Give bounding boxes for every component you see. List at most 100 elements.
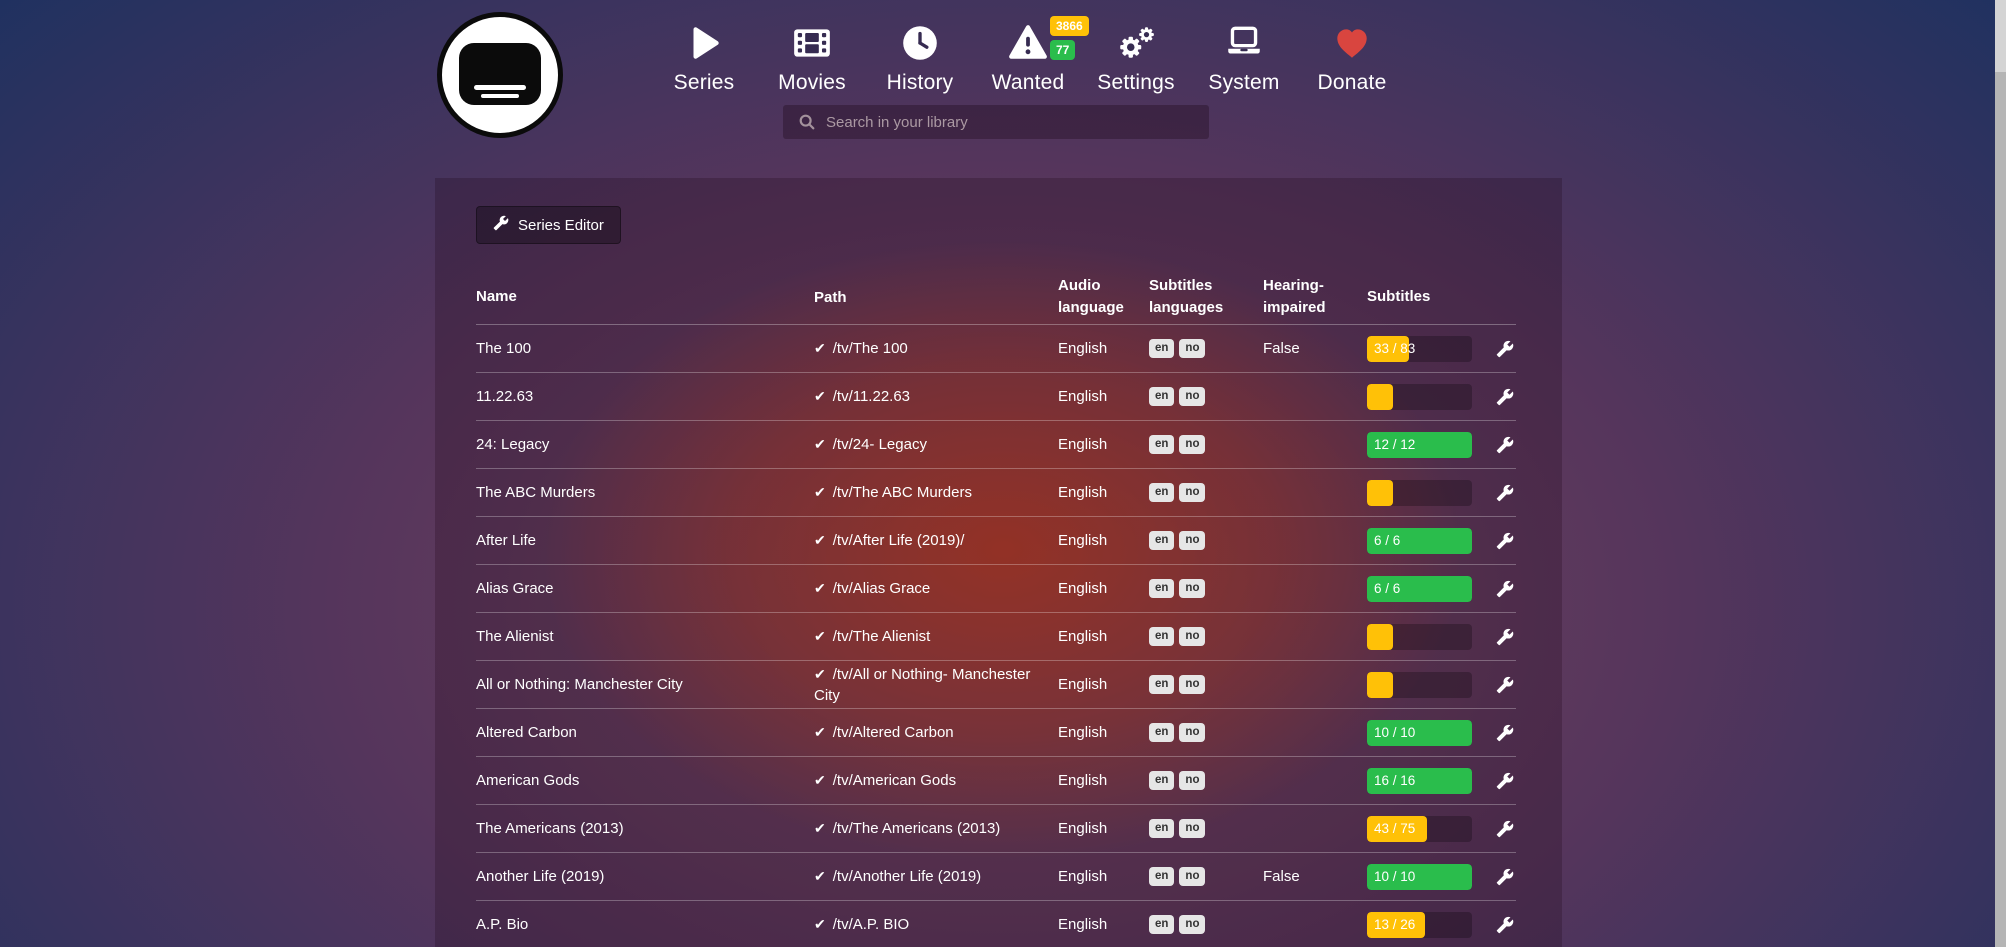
progress-label: 16 / 16 [1374,772,1416,788]
audio-language: English [1058,820,1108,837]
series-path: ✔/tv/A.P. BIO [814,916,910,933]
series-path: ✔/tv/Another Life (2019) [814,868,982,885]
series-name[interactable]: All or Nothing: Manchester City [476,676,683,693]
series-name[interactable]: A.P. Bio [476,916,529,933]
edit-series-button[interactable] [1496,868,1514,886]
progress-label: 13 / 26 [1374,916,1416,932]
search-input[interactable] [826,113,1209,131]
language-badge-no: no [1179,434,1206,455]
col-header-audio: Audio language [1058,277,1124,316]
check-icon: ✔ [814,628,826,644]
series-name[interactable]: 24: Legacy [476,436,550,453]
series-editor-button[interactable]: Series Editor [476,206,621,244]
laptop-icon [1223,22,1265,64]
audio-language: English [1058,580,1108,597]
col-header-name: Name [476,288,517,306]
audio-language: English [1058,916,1108,933]
edit-series-button[interactable] [1496,820,1514,838]
nav-label: Settings [1097,71,1175,94]
language-badge-no: no [1179,914,1206,935]
series-path: ✔/tv/American Gods [814,772,957,789]
progress-bar [1367,671,1472,698]
language-badge-no: no [1179,674,1206,695]
app-logo[interactable] [437,12,563,138]
language-badge-no: no [1179,866,1206,887]
audio-language: English [1058,772,1108,789]
progress-label: 6 / 6 [1374,580,1401,596]
subtitles-languages: en no [1149,338,1263,359]
edit-series-button[interactable] [1496,580,1514,598]
table-row: The Alienist ✔/tv/The Alienist English e… [476,613,1516,661]
search-bar [783,105,1209,139]
series-name[interactable]: Altered Carbon [476,724,577,741]
nav-label: Series [673,71,735,94]
progress-label: 10 / 10 [1374,868,1416,884]
edit-series-button[interactable] [1496,532,1514,550]
series-name[interactable]: 11.22.63 [476,388,534,405]
nav-label: System [1208,71,1280,94]
nav-item-system[interactable]: System [1190,22,1298,95]
language-badge-en: en [1149,770,1175,791]
nav-item-movies[interactable]: Movies [758,22,866,95]
scrollbar-track[interactable] [1995,0,2006,947]
edit-series-button[interactable] [1496,484,1514,502]
table-row: After Life ✔/tv/After Life (2019)/ Engli… [476,517,1516,565]
subtitles-progress [1367,671,1475,698]
nav-item-history[interactable]: History [866,22,974,95]
subtitles-progress: 16 / 16 [1367,767,1475,794]
nav-item-settings[interactable]: Settings [1082,22,1190,95]
series-name[interactable]: The 100 [476,340,532,357]
progress-bar: 6 / 6 [1367,527,1472,554]
heart-icon [1331,22,1373,64]
series-name[interactable]: American Gods [476,772,580,789]
series-name[interactable]: After Life [476,532,537,549]
table-row: The Americans (2013) ✔/tv/The Americans … [476,805,1516,853]
series-path: ✔/tv/Altered Carbon [814,724,954,741]
content-panel: Series Editor Name Path Audio language S… [435,178,1562,947]
subtitles-progress: 33 / 83 [1367,335,1475,362]
nav-item-donate[interactable]: Donate [1298,22,1406,95]
table-row: Altered Carbon ✔/tv/Altered Carbon Engli… [476,709,1516,757]
series-editor-label: Series Editor [518,216,604,234]
series-name[interactable]: Another Life (2019) [476,868,605,885]
series-path: ✔/tv/Alias Grace [814,580,931,597]
series-path: ✔/tv/The ABC Murders [814,484,972,501]
edit-series-button[interactable] [1496,340,1514,358]
language-badge-en: en [1149,722,1175,743]
nav-item-series[interactable]: Series [650,22,758,95]
edit-series-button[interactable] [1496,724,1514,742]
subtitles-progress [1367,479,1475,506]
subtitles-languages: en no [1149,770,1263,791]
series-path: ✔/tv/All or Nothing- Manchester City [814,665,1031,704]
nav-item-wanted[interactable]: Wanted 3866 77 [974,16,1089,95]
series-name[interactable]: The Americans (2013) [476,820,624,837]
subtitles-languages: en no [1149,818,1263,839]
language-badge-no: no [1179,578,1206,599]
edit-series-button[interactable] [1496,772,1514,790]
subtitles-progress [1367,623,1475,650]
edit-series-button[interactable] [1496,628,1514,646]
edit-series-button[interactable] [1496,436,1514,454]
series-name[interactable]: The ABC Murders [476,484,596,501]
edit-series-button[interactable] [1496,388,1514,406]
subtitles-progress: 13 / 26 [1367,911,1475,938]
language-badge-en: en [1149,818,1175,839]
series-name[interactable]: Alias Grace [476,580,554,597]
wanted-badges: 3866 77 [1050,16,1089,60]
scrollbar-thumb[interactable] [1995,0,2006,72]
nav-label: Wanted [991,71,1065,94]
series-name[interactable]: The Alienist [476,628,554,645]
language-badge-en: en [1149,386,1175,407]
hearing-impaired: False [1263,340,1300,357]
subtitles-languages: en no [1149,530,1263,551]
check-icon: ✔ [814,340,826,356]
language-badge-no: no [1179,386,1206,407]
table-row: All or Nothing: Manchester City ✔/tv/All… [476,661,1516,709]
audio-language: English [1058,628,1108,645]
progress-bar [1367,479,1472,506]
progress-bar [1367,383,1472,410]
check-icon: ✔ [814,436,826,452]
edit-series-button[interactable] [1496,916,1514,934]
table-header: Name Path Audio language Subtitles langu… [476,270,1516,325]
edit-series-button[interactable] [1496,676,1514,694]
